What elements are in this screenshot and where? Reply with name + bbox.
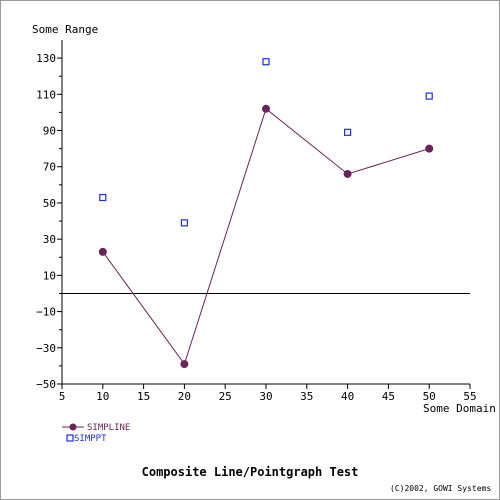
y-tick-label: 90 [43,125,56,138]
data-point-simppt [425,92,433,100]
x-tick-label: 25 [219,390,232,403]
data-point-simppt [180,219,188,227]
x-tick-label: 5 [59,390,66,403]
series-layer [98,58,434,369]
y-tick-label: 130 [36,52,56,65]
data-point-simpline [343,169,352,178]
legend-marker-swatch [69,423,77,431]
x-tick-label: 20 [178,390,191,403]
data-point-simppt [262,58,270,66]
legend-label: SIMPLINE [87,423,130,433]
y-tick-label: 110 [36,88,56,101]
x-tick-label: 55 [463,390,476,403]
x-tick-label: 30 [259,390,272,403]
legend-marker-swatch [66,434,74,442]
x-axis-title: Some Domain [423,402,496,415]
y-axis-title: Some Range [32,23,98,36]
y-tick-label: 10 [43,269,56,282]
x-tick-label: 40 [341,390,354,403]
chart-title: Composite Line/Pointgraph Test [142,465,359,479]
y-tick-label: 30 [43,233,56,246]
y-tick-label: 70 [43,161,56,174]
y-tick-label: −30 [36,342,56,355]
x-tick-label: 15 [137,390,150,403]
data-point-simppt [344,128,352,136]
x-tick-label: 10 [96,390,109,403]
data-point-simpline [98,247,107,256]
data-point-simppt [99,193,107,202]
ticks: −50 −30 −10 10 30 50 70 90 110 130 5 10 15 20 25 30 35 40… [36,52,477,403]
x-tick-label: 35 [300,390,313,403]
legend-label: SIMPPT [74,434,107,444]
axes [61,40,470,385]
y-tick-label: −10 [36,306,56,319]
copyright-text: (C)2002, GOWI Systems [390,484,491,493]
data-point-simpline [262,104,270,113]
x-tick-label: 45 [382,390,395,403]
data-point-simpline [180,360,189,369]
y-tick-label: −50 [36,378,56,391]
data-point-simpline [425,144,434,153]
y-tick-label: 50 [43,197,56,210]
x-tick-label: 50 [423,390,436,403]
series-line-simpline [102,107,430,366]
